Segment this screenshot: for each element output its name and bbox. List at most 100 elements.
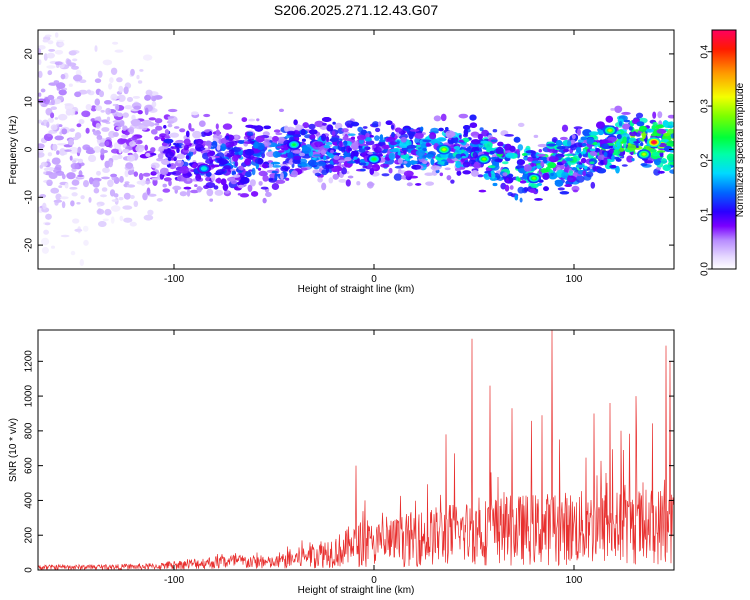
spectrogram-cell bbox=[163, 138, 174, 144]
spectrogram-cell bbox=[111, 199, 118, 202]
spectrogram-cell bbox=[68, 147, 79, 154]
spectrogram-cell bbox=[295, 124, 302, 131]
spectrogram-cell bbox=[502, 161, 509, 165]
spectrogram-cell bbox=[513, 136, 521, 143]
spectrogram-cell bbox=[444, 167, 451, 171]
spectrogram-cell bbox=[258, 170, 268, 177]
spectrogram-cell bbox=[656, 166, 661, 171]
spectrogram-cell bbox=[656, 128, 667, 134]
spectrogram-cell bbox=[151, 129, 158, 135]
spectrogram-cell bbox=[110, 67, 118, 76]
spectrogram-cell bbox=[605, 115, 613, 123]
spectrogram-cell bbox=[279, 108, 284, 112]
spectrogram-cell bbox=[633, 141, 641, 144]
spectrogram-cell bbox=[72, 218, 80, 224]
spectrogram-cell bbox=[418, 155, 423, 160]
spectrogram-image bbox=[38, 32, 674, 266]
spectrogram-cell bbox=[505, 152, 515, 159]
spectrogram-cell bbox=[77, 158, 84, 163]
spectrogram-cell bbox=[122, 205, 133, 210]
spectrogram-cell bbox=[603, 157, 608, 166]
spectrogram-cell bbox=[458, 139, 464, 143]
spectrogram-cell bbox=[425, 181, 434, 186]
spectrogram-cell bbox=[629, 131, 637, 137]
spectrogram-cell bbox=[561, 124, 569, 132]
spectrogram-cell bbox=[455, 161, 462, 169]
spectrogram-cell bbox=[657, 170, 665, 174]
spectrogram-cell bbox=[495, 146, 504, 155]
spectrogram-cell bbox=[424, 172, 435, 176]
spectrogram-cell bbox=[471, 139, 481, 145]
spectrogram-cell bbox=[662, 164, 672, 171]
spectrogram-cell bbox=[638, 125, 648, 132]
spectrogram-cell bbox=[650, 133, 657, 137]
spectrogram-cell bbox=[455, 167, 462, 172]
spectrogram-cell bbox=[215, 129, 220, 136]
spectrogram-cell bbox=[565, 157, 573, 162]
spectrogram-cell bbox=[531, 160, 542, 164]
spectrogram-cell bbox=[614, 105, 623, 114]
spectrogram-cell bbox=[139, 69, 144, 72]
spectrogram-cell bbox=[271, 183, 280, 190]
spectrogram-cell bbox=[635, 112, 644, 119]
spectrogram-cell bbox=[580, 157, 587, 164]
spectrogram-cell bbox=[420, 126, 424, 132]
spectrogram-cell bbox=[564, 162, 568, 167]
spectrogram-cell bbox=[516, 159, 526, 166]
spectrogram-cell bbox=[167, 123, 173, 128]
spectrogram-cell bbox=[502, 172, 508, 177]
spectrogram-cell bbox=[492, 182, 498, 187]
figure-title: S206.2025.271.12.43.G07 bbox=[274, 2, 438, 18]
spectrogram-cell bbox=[142, 119, 153, 127]
spectrogram-cell bbox=[206, 188, 214, 197]
spectrogram-cell bbox=[53, 199, 63, 203]
spectrogram-cell bbox=[55, 193, 62, 201]
spectrogram-cell bbox=[209, 198, 213, 202]
spectrogram-cell bbox=[285, 177, 290, 181]
spectrogram-cell bbox=[519, 180, 527, 184]
spectrogram-hot-spot bbox=[652, 141, 656, 144]
snr-y-axis: 0 200 400 600 800 1000 1200 bbox=[24, 350, 674, 573]
spectrogram-cell bbox=[458, 113, 469, 119]
spectrogram-cell bbox=[216, 144, 221, 151]
spectrogram-cell bbox=[276, 146, 284, 149]
spectrogram-cell bbox=[255, 162, 259, 170]
spectrogram-cell bbox=[155, 125, 163, 131]
spectrogram-cell bbox=[149, 153, 157, 156]
spectrogram-cell bbox=[69, 187, 78, 190]
spectrogram-cell bbox=[162, 188, 171, 193]
spectrogram-cell bbox=[98, 142, 106, 147]
spectrogram-cell bbox=[119, 176, 124, 183]
snr-x-tick-label: -100 bbox=[164, 575, 184, 586]
spectrogram-cell bbox=[277, 150, 285, 153]
spectrogram-cell bbox=[622, 123, 631, 130]
spectrogram-cell bbox=[670, 133, 674, 139]
spectrogram-cell bbox=[372, 164, 380, 172]
spectrogram-cell bbox=[529, 188, 536, 193]
spectrogram-cell bbox=[59, 196, 69, 200]
spectrogram-cell bbox=[137, 80, 143, 84]
spectrogram-cell bbox=[142, 192, 148, 201]
spectrogram-cell bbox=[41, 247, 49, 254]
spectrogram-cell bbox=[372, 145, 377, 149]
spectrogram-cell bbox=[471, 170, 479, 177]
spectrogram-cell bbox=[109, 77, 114, 83]
spectrogram-cell bbox=[325, 164, 335, 169]
spectrogram-cell bbox=[292, 134, 302, 138]
spectrogram-cell bbox=[109, 189, 116, 197]
spectrogram-y-tick-label: -10 bbox=[24, 190, 35, 205]
spectrogram-cell bbox=[48, 49, 56, 52]
spectrogram-cell bbox=[70, 250, 76, 256]
spectrogram-cell bbox=[57, 143, 67, 146]
spectrogram-cell bbox=[158, 146, 165, 152]
spectrogram-cell bbox=[400, 152, 404, 156]
spectrogram-cell bbox=[144, 107, 149, 116]
spectrogram-cell bbox=[163, 125, 167, 129]
spectrogram-cell bbox=[60, 234, 70, 238]
spectrogram-cell bbox=[88, 197, 92, 203]
spectrogram-cell bbox=[101, 187, 108, 192]
spectrogram-cell bbox=[45, 213, 52, 220]
spectrogram-cell bbox=[402, 150, 407, 155]
spectrogram-cell bbox=[358, 148, 366, 153]
spectrogram-cell bbox=[165, 151, 175, 159]
